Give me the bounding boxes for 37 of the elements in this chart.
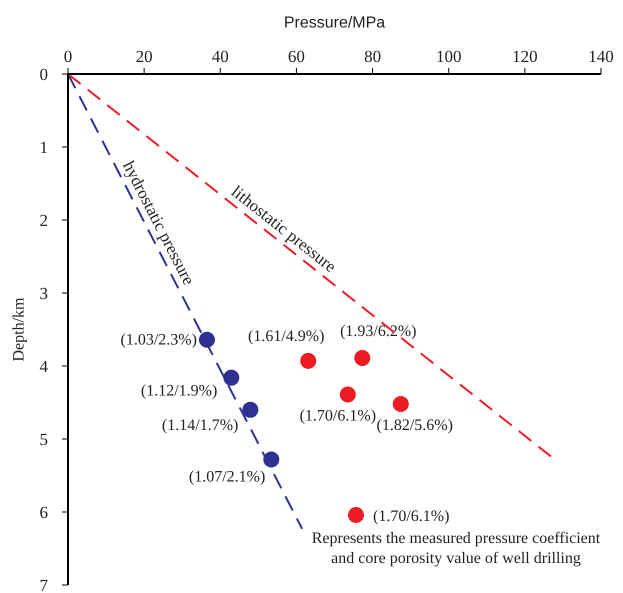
- point: [340, 386, 356, 402]
- legend: (1.70/6.1%) Represents the measured pressure coefficient and core porosity value of well drilling: [312, 507, 600, 567]
- data-label: (1.82/5.6%): [376, 416, 453, 434]
- point: [263, 451, 280, 468]
- x-axis-title: Pressure/MPa: [284, 14, 386, 32]
- x-tick-label: 140: [588, 47, 614, 66]
- point: [223, 370, 240, 386]
- y-tick-label: 3: [40, 284, 48, 304]
- point: [392, 396, 409, 412]
- point: [300, 352, 316, 369]
- y-tick-label: 1: [40, 138, 48, 158]
- y-tick-label: 6: [40, 503, 48, 522]
- x-tick-label: 60: [288, 47, 305, 66]
- y-tick-label: 0: [40, 65, 48, 84]
- point: [198, 332, 215, 348]
- x-tick-label: 120: [512, 47, 538, 66]
- point: [242, 402, 258, 418]
- data-label: (1.61/4.9%): [248, 328, 324, 345]
- y-tick-label: 2: [40, 211, 48, 230]
- y-tick-label: 5: [40, 430, 48, 450]
- data-label: (1.12/1.9%): [140, 382, 218, 400]
- y-tick-label: 4: [40, 357, 48, 376]
- legend-label: Represents the measured pressure coefficient and core porosity value of well drilling: [312, 530, 601, 567]
- data-label: (1.07/2.1%): [188, 468, 266, 486]
- x-tick-label: 0: [64, 47, 72, 66]
- y-tick-label: 7: [40, 576, 48, 593]
- point: [354, 350, 370, 366]
- data-label: (1.03/2.3%): [120, 332, 197, 349]
- x-tick-label: 20: [136, 47, 153, 66]
- annotation: (1.70/6.1%): [373, 508, 450, 525]
- y-axis-title: Depth/km: [10, 296, 28, 362]
- data-label: (1.93/6.2%): [340, 322, 417, 340]
- data-label: (1.70/6.1%): [300, 407, 376, 424]
- x-tick-label: 100: [436, 47, 462, 66]
- x-tick-label: 80: [364, 47, 382, 66]
- data-label: (1.14/1.7%): [162, 416, 238, 434]
- x-tick-label: 40: [212, 47, 229, 66]
